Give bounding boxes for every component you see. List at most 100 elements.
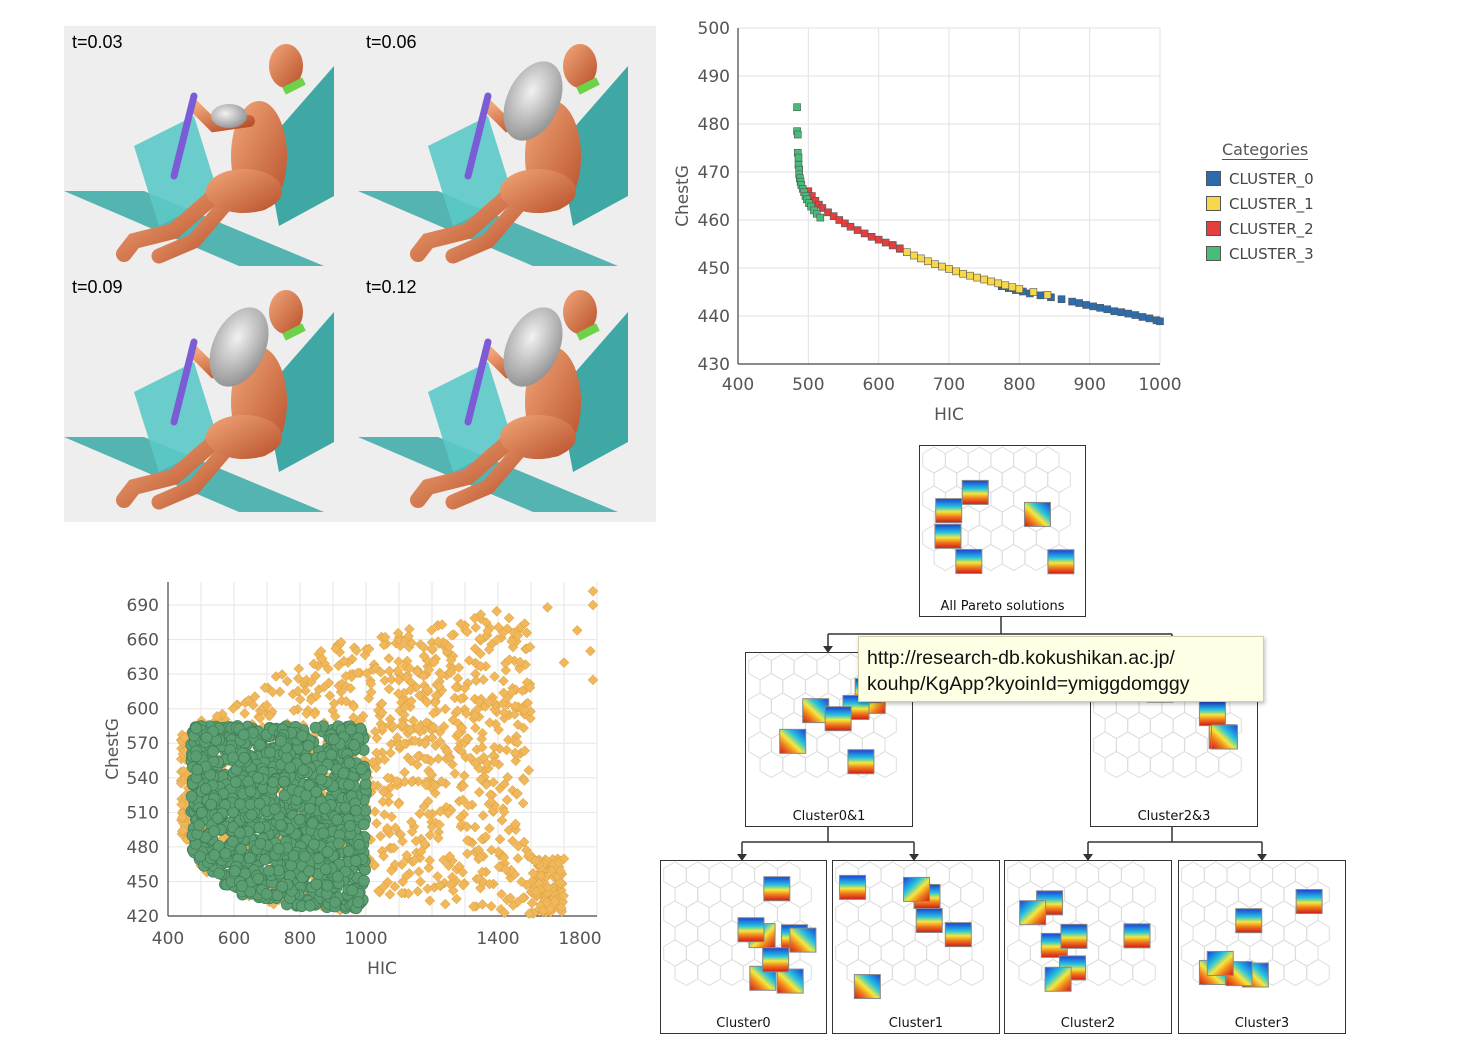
bottom-point-circle: [315, 774, 328, 787]
bottom-point-diamond: [452, 718, 464, 729]
bottom-point-diamond: [451, 863, 463, 875]
bottom-point-circle: [201, 842, 214, 855]
bottom-point-diamond: [237, 742, 249, 754]
bottom-point-diamond: [229, 762, 240, 774]
bottom-point-circle: [285, 837, 297, 850]
bottom-point-diamond: [271, 748, 282, 760]
bottom-point-circle: [207, 771, 219, 783]
bottom-point-diamond: [497, 803, 509, 815]
bottom-point-circle: [313, 745, 325, 757]
bottom-point-circle: [285, 765, 298, 778]
bottom-point-diamond: [531, 870, 543, 881]
bottom-point-diamond: [452, 743, 464, 755]
bottom-point-circle: [326, 882, 339, 894]
som-node-root[interactable]: All Pareto solutions: [919, 445, 1086, 617]
bottom-point-circle: [323, 807, 336, 820]
bottom-point-circle: [327, 900, 339, 912]
bottom-point-circle: [287, 777, 299, 790]
top-point-cluster-3: [794, 161, 803, 169]
bottom-point-diamond: [191, 731, 202, 743]
bottom-point-diamond: [490, 718, 502, 730]
bottom-point-circle: [359, 863, 371, 876]
bottom-point-circle: [282, 808, 295, 821]
bottom-point-circle: [334, 794, 346, 807]
bottom-point-circle: [229, 754, 242, 766]
bottom-point-circle: [214, 843, 226, 856]
bottom-point-diamond: [189, 799, 201, 811]
bottom-point-circle: [248, 821, 261, 834]
bottom-point-circle: [277, 811, 290, 824]
bottom-point-circle: [294, 796, 306, 809]
bottom-point-circle: [319, 822, 332, 835]
bottom-point-diamond: [335, 636, 347, 648]
bottom-point-diamond: [487, 692, 498, 703]
bottom-point-circle: [306, 881, 319, 894]
bottom-point-circle: [275, 881, 288, 894]
som-node-cluster3[interactable]: Cluster3: [1178, 860, 1346, 1034]
som-node-cluster1[interactable]: Cluster1: [832, 860, 1000, 1034]
bottom-point-circle: [298, 813, 310, 825]
bottom-point-diamond: [212, 758, 224, 770]
bottom-point-circle: [268, 814, 281, 826]
bottom-point-circle: [353, 838, 366, 851]
bottom-point-circle: [251, 777, 263, 789]
bottom-point-diamond: [210, 807, 222, 819]
bottom-point-circle: [206, 798, 219, 811]
bottom-point-diamond: [281, 718, 293, 729]
bottom-point-circle: [221, 793, 234, 806]
som-node-cluster2[interactable]: Cluster2: [1004, 860, 1172, 1034]
bottom-point-diamond: [480, 660, 492, 672]
bottom-point-diamond: [387, 863, 399, 875]
bottom-point-circle: [241, 723, 254, 735]
bottom-point-diamond: [260, 889, 272, 900]
bottom-point-diamond: [434, 676, 445, 687]
bottom-point-diamond: [509, 655, 520, 667]
bottom-point-circle: [290, 835, 303, 848]
bottom-point-diamond: [211, 710, 223, 722]
bottom-point-circle: [283, 890, 295, 902]
bottom-point-diamond: [186, 824, 198, 836]
bottom-point-circle: [225, 838, 237, 851]
bottom-point-diamond: [185, 835, 196, 847]
bottom-point-diamond: [215, 729, 227, 740]
bottom-point-circle: [317, 827, 330, 840]
bottom-point-diamond: [418, 641, 430, 653]
top-point-cluster-2: [853, 226, 862, 234]
bottom-point-circle: [220, 732, 233, 745]
bottom-point-circle: [333, 814, 346, 827]
bottom-point-circle: [195, 845, 208, 858]
bottom-point-diamond: [235, 819, 247, 830]
top-chart-legend: Categories CLUSTER_0 CLUSTER_1 CLUSTER_2…: [1206, 140, 1336, 266]
bottom-point-circle: [268, 828, 281, 840]
bottom-point-diamond: [288, 859, 300, 871]
bottom-point-diamond: [348, 892, 359, 904]
bottom-point-diamond: [223, 731, 235, 743]
bottom-point-circle: [269, 813, 282, 826]
bottom-point-diamond: [434, 819, 445, 831]
top-point-cluster-1: [902, 248, 911, 256]
bottom-point-circle: [188, 729, 200, 742]
bottom-point-circle: [296, 793, 309, 806]
bottom-point-circle: [249, 794, 261, 807]
bottom-point-circle: [296, 860, 309, 872]
bottom-point-diamond: [484, 622, 496, 634]
bottom-point-diamond: [446, 629, 458, 641]
bottom-point-circle: [218, 743, 231, 756]
bottom-point-circle: [191, 788, 204, 801]
bottom-point-diamond: [261, 699, 273, 711]
bottom-point-diamond: [477, 674, 489, 686]
bottom-point-circle: [227, 859, 240, 872]
bottom-point-diamond: [391, 776, 403, 787]
bottom-point-circle: [256, 883, 268, 896]
bottom-point-circle: [300, 789, 312, 802]
bottom-point-diamond: [378, 639, 390, 651]
bottom-point-diamond: [349, 756, 361, 768]
bottom-point-diamond: [470, 657, 481, 669]
top-x-tick-label: 400: [722, 375, 754, 395]
bottom-point-diamond: [369, 726, 381, 737]
bottom-point-diamond: [183, 792, 195, 804]
bottom-point-circle: [219, 730, 232, 742]
bottom-point-diamond: [421, 683, 433, 695]
som-node-cluster0[interactable]: Cluster0: [660, 860, 827, 1034]
bottom-point-circle: [329, 896, 341, 909]
